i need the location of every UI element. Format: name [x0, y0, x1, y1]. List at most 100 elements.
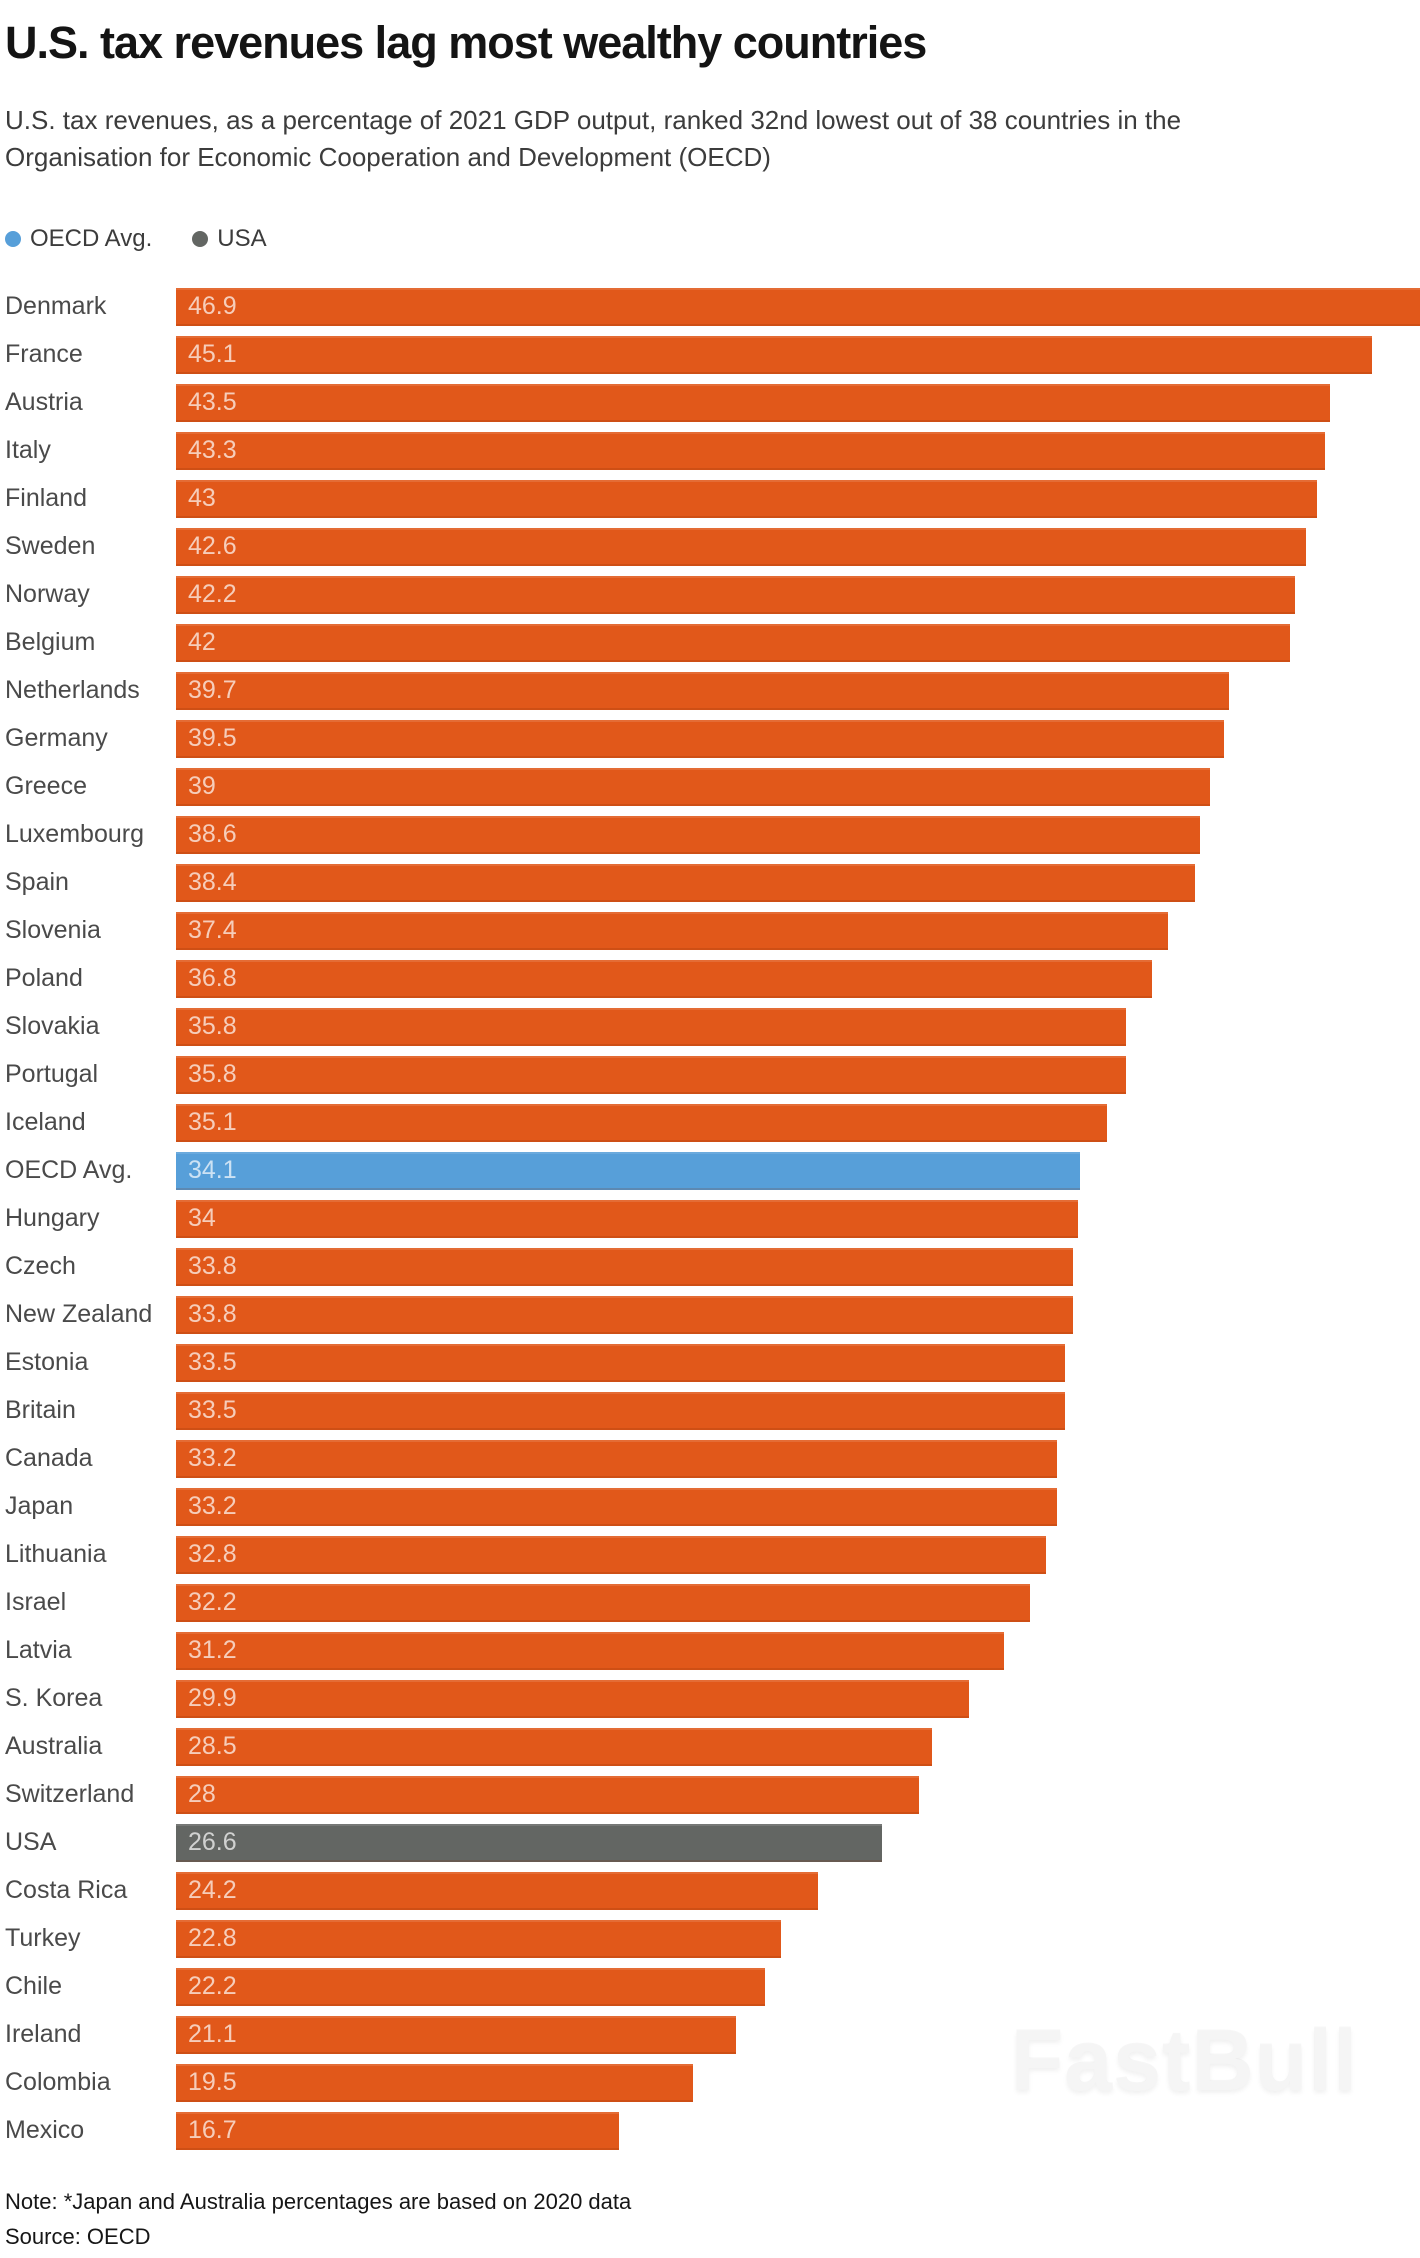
bar: 35.1 — [176, 1103, 1107, 1142]
bar: 32.2 — [176, 1583, 1031, 1622]
chart-row: Estonia 33.5 — [5, 1339, 1420, 1387]
bar: 39.5 — [176, 719, 1224, 758]
bar-track: 45.1 — [176, 335, 1420, 374]
bar-track: 33.8 — [176, 1295, 1420, 1334]
bar-track: 37.4 — [176, 911, 1420, 950]
value-label: 19.5 — [188, 2068, 237, 2097]
value-label: 38.6 — [188, 820, 237, 849]
bar: 34.1 — [176, 1151, 1081, 1190]
chart-row: Iceland 35.1 — [5, 1099, 1420, 1147]
country-label: Estonia — [5, 1348, 89, 1377]
legend-label-usa: USA — [217, 224, 267, 252]
bar: 22.2 — [176, 1967, 765, 2006]
value-label: 37.4 — [188, 916, 237, 945]
bar: 45.1 — [176, 335, 1373, 374]
bar: 42.2 — [176, 575, 1296, 614]
bar: 33.2 — [176, 1439, 1057, 1478]
bar: 28 — [176, 1775, 919, 1814]
bar-track: 38.6 — [176, 815, 1420, 854]
value-label: 34.1 — [188, 1156, 237, 1185]
bar-track: 33.2 — [176, 1487, 1420, 1526]
bar-track: 43.5 — [176, 383, 1420, 422]
bar: 35.8 — [176, 1055, 1126, 1094]
bar: 16.7 — [176, 2111, 619, 2150]
bar-track: 43.3 — [176, 431, 1420, 470]
legend-item-usa: USA — [192, 224, 267, 253]
chart-row: France 45.1 — [5, 331, 1420, 379]
bar-track: 32.8 — [176, 1535, 1420, 1574]
bar: 38.4 — [176, 863, 1195, 902]
bar-track: 33.8 — [176, 1247, 1420, 1286]
value-label: 39 — [188, 772, 216, 801]
value-label: 32.8 — [188, 1540, 237, 1569]
bar-track: 16.7 — [176, 2111, 1420, 2150]
chart-row: Canada 33.2 — [5, 1435, 1420, 1483]
chart-row: Austria 43.5 — [5, 379, 1420, 427]
value-label: 21.1 — [188, 2020, 237, 2049]
chart-row: Colombia 19.5 — [5, 2059, 1420, 2107]
country-label: OECD Avg. — [5, 1156, 133, 1185]
value-label: 26.6 — [188, 1828, 237, 1857]
bar: 33.5 — [176, 1391, 1065, 1430]
chart-row: Mexico 16.7 — [5, 2107, 1420, 2155]
bar: 35.8 — [176, 1007, 1126, 1046]
bar-track: 35.8 — [176, 1055, 1420, 1094]
bar-track: 38.4 — [176, 863, 1420, 902]
bar: 31.2 — [176, 1631, 1004, 1670]
bar-track: 42.2 — [176, 575, 1420, 614]
value-label: 42.2 — [188, 580, 237, 609]
chart-row: Lithuania 32.8 — [5, 1531, 1420, 1579]
value-label: 33.8 — [188, 1252, 237, 1281]
page-title: U.S. tax revenues lag most wealthy count… — [5, 17, 927, 68]
chart-row: Israel 32.2 — [5, 1579, 1420, 1627]
country-label: Poland — [5, 964, 83, 993]
country-label: Austria — [5, 388, 83, 417]
bar-track: 33.5 — [176, 1343, 1420, 1382]
bar: 42.6 — [176, 527, 1306, 566]
chart-row: Latvia 31.2 — [5, 1627, 1420, 1675]
value-label: 28 — [188, 1780, 216, 1809]
chart-row: Costa Rica 24.2 — [5, 1867, 1420, 1915]
chart-row: Switzerland 28 — [5, 1771, 1420, 1819]
chart-row: Poland 36.8 — [5, 955, 1420, 1003]
value-label: 43.3 — [188, 436, 237, 465]
country-label: Britain — [5, 1396, 76, 1425]
legend-label-oecd-avg: OECD Avg. — [30, 224, 153, 252]
country-label: Belgium — [5, 628, 96, 657]
value-label: 33.2 — [188, 1492, 237, 1521]
legend-item-oecd-avg: OECD Avg. — [5, 225, 152, 253]
bar: 46.9 — [176, 287, 1420, 326]
bar: 39.7 — [176, 671, 1230, 710]
bar: 38.6 — [176, 815, 1200, 854]
value-label: 39.5 — [188, 724, 237, 753]
bar: 43.3 — [176, 431, 1325, 470]
country-label: Norway — [5, 580, 90, 609]
bar: 33.5 — [176, 1343, 1065, 1382]
value-label: 31.2 — [188, 1636, 237, 1665]
bar-track: 33.5 — [176, 1391, 1420, 1430]
value-label: 33.2 — [188, 1444, 237, 1473]
bar: 37.4 — [176, 911, 1169, 950]
country-label: New Zealand — [5, 1300, 153, 1329]
chart-row: Australia 28.5 — [5, 1723, 1420, 1771]
value-label: 28.5 — [188, 1732, 237, 1761]
value-label: 39.7 — [188, 676, 237, 705]
chart-row: OECD Avg. 34.1 — [5, 1147, 1420, 1195]
chart-row: New Zealand 33.8 — [5, 1291, 1420, 1339]
bar: 22.8 — [176, 1919, 781, 1958]
country-label: USA — [5, 1828, 57, 1857]
country-label: Netherlands — [5, 676, 140, 705]
chart-row: S. Korea 29.9 — [5, 1675, 1420, 1723]
bar: 34 — [176, 1199, 1078, 1238]
value-label: 46.9 — [188, 292, 237, 321]
bar: 26.6 — [176, 1823, 882, 1862]
bar-track: 33.2 — [176, 1439, 1420, 1478]
legend-dot-usa-icon — [192, 230, 209, 247]
bar: 28.5 — [176, 1727, 932, 1766]
country-label: Canada — [5, 1444, 93, 1473]
bar-track: 39.7 — [176, 671, 1420, 710]
country-label: Germany — [5, 724, 108, 753]
country-label: Slovakia — [5, 1012, 100, 1041]
country-label: Australia — [5, 1732, 103, 1761]
value-label: 35.8 — [188, 1012, 237, 1041]
